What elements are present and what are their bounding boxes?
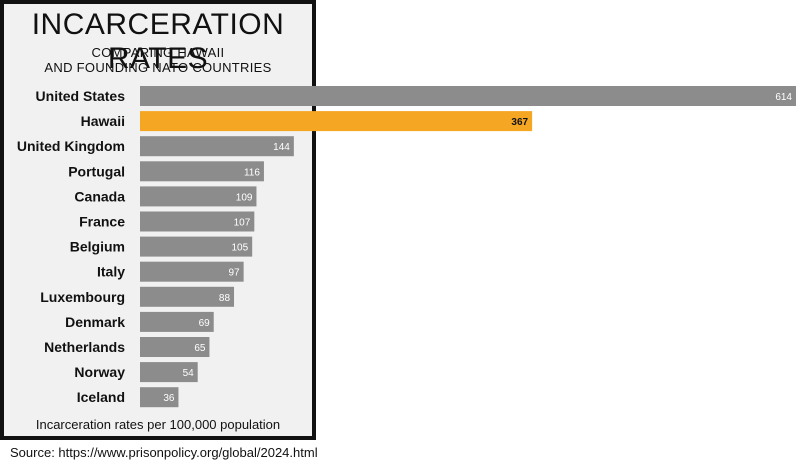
bar-denmark — [140, 311, 214, 332]
bar-portugal — [140, 161, 264, 182]
value-label: 367 — [511, 117, 528, 128]
bar-canada — [140, 186, 257, 207]
bar-belgium — [140, 236, 253, 257]
category-label: Netherlands — [44, 339, 125, 355]
category-label: United States — [36, 88, 126, 104]
value-label: 109 — [236, 192, 253, 203]
category-label: United Kingdom — [17, 138, 125, 154]
category-label: Belgium — [70, 239, 125, 255]
value-label: 88 — [219, 293, 231, 304]
value-label: 144 — [273, 142, 290, 153]
x-axis-label: Incarceration rates per 100,000 populati… — [35, 417, 281, 432]
value-label: 36 — [163, 393, 175, 404]
category-label: Portugal — [68, 163, 125, 179]
value-label: 65 — [194, 343, 206, 354]
category-label: Luxembourg — [40, 289, 125, 305]
bar-hawaii — [140, 111, 533, 132]
value-label: 107 — [234, 218, 251, 229]
bar-iceland — [140, 387, 179, 408]
chart-title: INCARCERATION RATES — [31, 8, 285, 75]
category-label: Italy — [97, 264, 125, 280]
category-label: Hawaii — [81, 113, 125, 129]
value-label: 97 — [229, 268, 241, 279]
category-label: Denmark — [65, 314, 125, 330]
chart-subtitle-line-1: COMPARING HAWAII — [91, 45, 225, 60]
category-label: Norway — [74, 364, 125, 380]
category-label: Canada — [74, 188, 125, 204]
bar-norway — [140, 362, 198, 383]
value-label: 116 — [244, 167, 260, 178]
category-label: France — [79, 214, 125, 230]
value-label: 69 — [199, 318, 211, 329]
value-label: 614 — [775, 92, 792, 103]
chart-subtitle-line-2: AND FOUNDING NATO COUNTRIES — [44, 60, 272, 75]
bar-united-states — [140, 86, 796, 106]
bar-france — [140, 211, 255, 232]
bar-united-kingdom — [140, 136, 294, 157]
source-note: Source: https://www.prisonpolicy.org/glo… — [10, 445, 318, 460]
category-label: Iceland — [77, 389, 125, 405]
value-label: 54 — [183, 368, 195, 379]
bar-luxembourg — [140, 286, 235, 307]
bar-netherlands — [140, 337, 210, 357]
bar-italy — [140, 261, 244, 282]
value-label: 105 — [231, 243, 248, 254]
